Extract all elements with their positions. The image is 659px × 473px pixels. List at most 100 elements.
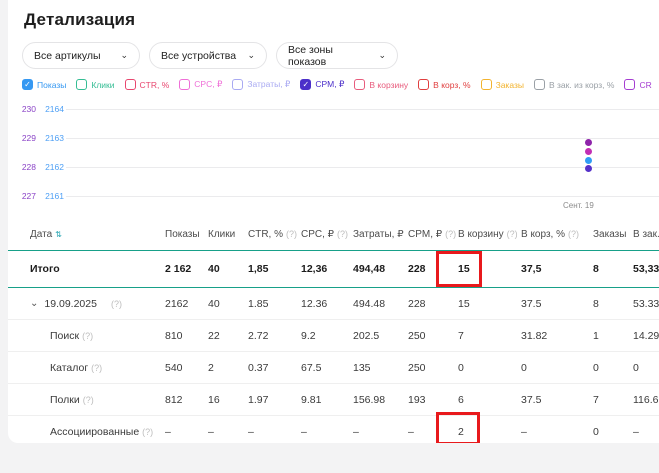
- checkbox-icon: [179, 79, 191, 90]
- data-point: [585, 165, 592, 172]
- table-cell: 37.5: [521, 297, 542, 310]
- table-cell: 31.82: [521, 329, 548, 342]
- details-table: Дата ⇅ Показы Клики CTR, % (?) CPC, ₽ (?) …: [8, 218, 659, 443]
- help-icon[interactable]: (?): [142, 426, 154, 437]
- table-cell: 53.33: [633, 297, 659, 310]
- table-cell: 1.85: [248, 297, 269, 310]
- legend-label: Клики: [91, 79, 115, 90]
- gridline: [66, 138, 659, 139]
- data-point: [585, 139, 592, 146]
- help-icon[interactable]: (?): [82, 330, 94, 341]
- row-label: Поиск: [50, 329, 80, 342]
- table-row-date[interactable]: ⌄ 19.09.2025 (?) 2162 40 1.85 12.36 494.…: [8, 288, 659, 320]
- legend-item-cr[interactable]: CR: [624, 79, 652, 90]
- table-cell: 16: [208, 393, 220, 406]
- column-label: CPM, ₽: [408, 228, 443, 240]
- data-point: [585, 148, 592, 155]
- table-row-search: Поиск (?) 810 22 2.72 9.2 202.5 250 7 31…: [8, 320, 659, 352]
- table-cell: 8: [593, 263, 599, 275]
- filter-zones-dropdown[interactable]: Все зоны показов ⌄: [276, 42, 398, 69]
- help-icon[interactable]: (?): [286, 228, 297, 239]
- legend-item-pokazy[interactable]: ✓ Показы: [22, 79, 66, 90]
- checkbox-icon: [124, 79, 136, 90]
- y-tick-cpm: 227: [21, 191, 36, 201]
- y-tick-shows: 2163: [45, 133, 64, 143]
- table-cell: 40: [208, 297, 220, 310]
- column-label: Затраты, ₽: [353, 228, 404, 240]
- help-icon[interactable]: (?): [445, 228, 457, 239]
- table-cell: 812: [165, 393, 183, 406]
- row-label: 19.09.2025: [44, 297, 97, 310]
- column-label: В зак. из: [633, 228, 659, 240]
- y-tick-cpm: 230: [21, 104, 36, 114]
- checkbox-checked-icon: ✓: [22, 79, 33, 90]
- legend-item-zatraty[interactable]: Затраты, ₽: [232, 79, 290, 90]
- table-cell: 14.29: [633, 329, 659, 342]
- filter-articles-dropdown[interactable]: Все артикулы ⌄: [22, 42, 140, 69]
- help-icon[interactable]: (?): [506, 228, 518, 239]
- help-icon[interactable]: (?): [337, 228, 349, 239]
- table-cell: 494.48: [353, 297, 386, 310]
- checkbox-icon: [76, 79, 88, 90]
- help-icon[interactable]: (?): [91, 362, 103, 373]
- table-cell: 12.36: [301, 297, 328, 310]
- legend-item-v-zak-iz-korz[interactable]: В зак. из корз, %: [533, 79, 614, 90]
- filter-devices-value: Все устройства: [161, 49, 237, 62]
- table-cell: 250: [408, 361, 426, 374]
- table-cell: 0: [633, 361, 639, 374]
- table-cell: 228: [408, 297, 426, 310]
- table-cell: 37.5: [521, 393, 542, 406]
- y-tick-shows: 2164: [45, 104, 64, 114]
- table-cell-highlighted: 15: [458, 263, 470, 275]
- row-label: Полки: [50, 393, 80, 406]
- help-icon[interactable]: (?): [567, 228, 579, 239]
- column-header-cpc: CPC, ₽ (?): [301, 229, 353, 240]
- table-cell: 2: [208, 361, 214, 374]
- table-cell: 202.5: [353, 329, 380, 342]
- row-label-group: Полки (?): [30, 394, 165, 406]
- legend-label: CPC, ₽: [194, 79, 223, 89]
- table-cell: –: [633, 425, 639, 438]
- legend-item-ctr[interactable]: CTR, %: [124, 79, 170, 90]
- table-cell: 250: [408, 329, 426, 342]
- help-icon[interactable]: (?): [82, 394, 94, 405]
- table-cell: 0.37: [248, 361, 269, 374]
- legend-item-kliki[interactable]: Клики: [76, 79, 115, 90]
- filter-devices-dropdown[interactable]: Все устройства ⌄: [149, 42, 267, 69]
- y-tick-shows: 2161: [45, 191, 64, 201]
- column-header-data[interactable]: Дата ⇅: [30, 229, 165, 240]
- column-header-zakazy: Заказы: [593, 229, 633, 240]
- metric-legend: ✓ Показы Клики CTR, % CPC, ₽ Затраты, ₽ …: [22, 79, 657, 90]
- table-cell: 156.98: [353, 393, 386, 406]
- table-cell: 53,33: [633, 263, 659, 275]
- table-cell: 810: [165, 329, 183, 342]
- table-cell: –: [208, 425, 214, 438]
- legend-item-cpm[interactable]: ✓ CPM, ₽: [300, 79, 344, 90]
- chevron-expand-icon[interactable]: ⌄: [30, 297, 39, 309]
- table-cell: 2.72: [248, 329, 269, 342]
- legend-item-v-korzinu[interactable]: В корзину: [354, 79, 408, 90]
- y-tick-shows: 2162: [45, 162, 64, 172]
- table-cell: 193: [408, 393, 426, 406]
- legend-item-zakazy[interactable]: Заказы: [480, 79, 524, 90]
- column-header-ctr: CTR, % (?): [248, 229, 301, 240]
- legend-item-v-korz-pct[interactable]: В корз, %: [418, 79, 471, 90]
- legend-label: CPM, ₽: [315, 79, 345, 89]
- details-card: Детализация Все артикулы ⌄ Все устройств…: [8, 0, 659, 443]
- help-icon[interactable]: (?): [110, 298, 122, 309]
- table-cell: 9.81: [301, 393, 322, 406]
- table-cell: 9.2: [301, 329, 316, 342]
- table-cell: 7: [458, 329, 464, 342]
- legend-label: CR: [639, 79, 652, 90]
- legend-item-cpc[interactable]: CPC, ₽: [179, 79, 222, 90]
- table-cell: 40: [208, 263, 220, 275]
- legend-label: CTR, %: [139, 79, 170, 90]
- row-label-group: Каталог (?): [30, 362, 165, 374]
- table-row-associated: Ассоциированные (?) – – – – – – 2 – 0 –: [8, 416, 659, 443]
- filter-bar: Все артикулы ⌄ Все устройства ⌄ Все зоны…: [22, 42, 398, 69]
- x-tick-label: Сент. 19: [563, 201, 594, 210]
- table-cell: –: [521, 425, 527, 438]
- sort-icon[interactable]: ⇅: [55, 229, 62, 239]
- column-label: CTR, %: [248, 228, 283, 240]
- table-cell: 1: [593, 329, 599, 342]
